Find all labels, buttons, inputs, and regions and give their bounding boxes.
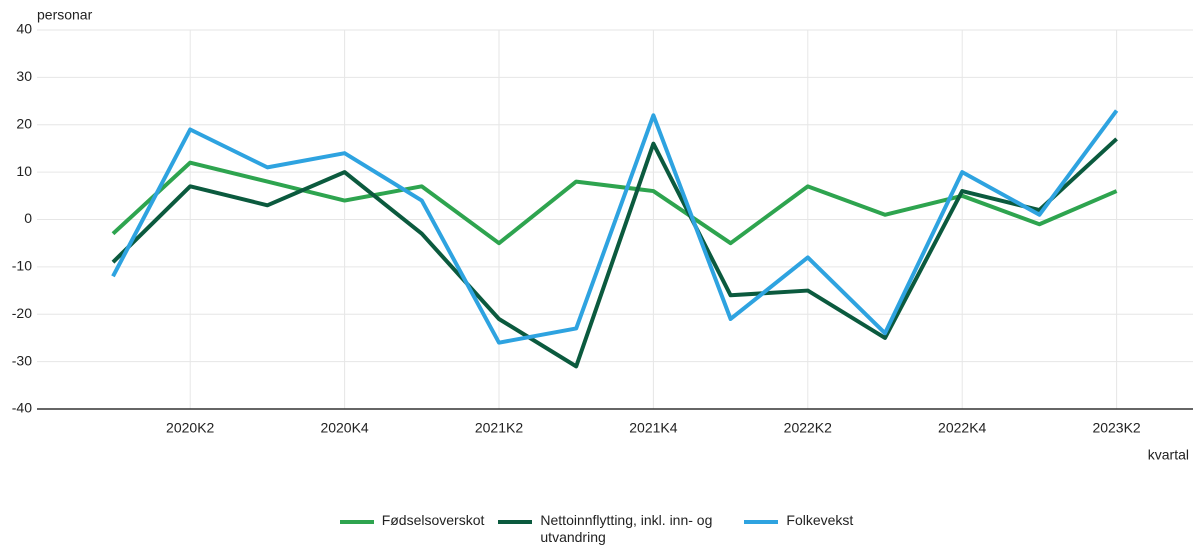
y-tick-label: -10 <box>12 258 32 274</box>
legend: Fødselsoverskot Nettoinnflytting, inkl. i… <box>0 512 1193 546</box>
x-axis-label: kvartal <box>1148 447 1189 463</box>
legend-label: Nettoinnflytting, inkl. inn- og utvandri… <box>540 512 713 545</box>
x-tick-label: 2020K2 <box>166 420 214 436</box>
y-tick-label: 40 <box>16 21 32 37</box>
y-tick-label: 30 <box>16 68 32 84</box>
y-tick-label: 20 <box>16 115 32 131</box>
legend-label: Folkevekst <box>786 512 854 528</box>
legend-swatch <box>339 520 374 524</box>
y-tick-label: -30 <box>12 352 32 368</box>
legend-label: Fødselsoverskot <box>381 512 485 528</box>
series-line <box>111 137 1118 369</box>
series-line <box>111 109 1119 345</box>
y-tick-label: -40 <box>12 400 32 416</box>
x-tick-label: 2023K2 <box>1092 420 1140 436</box>
legend-item: Nettoinnflytting, inkl. inn- og utvandri… <box>498 512 730 546</box>
x-tick-label: 2022K2 <box>784 420 832 436</box>
legend-item: Folkevekst <box>744 512 853 546</box>
y-tick-label: 0 <box>24 210 32 226</box>
x-tick-label: 2020K4 <box>320 420 368 436</box>
y-axis-label: personar <box>37 7 93 23</box>
y-tick-label: 10 <box>16 163 32 179</box>
x-tick-label: 2021K2 <box>475 420 523 436</box>
legend-swatch <box>498 520 533 524</box>
legend-swatch <box>744 520 779 524</box>
x-tick-label: 2021K4 <box>629 420 677 436</box>
x-tick-label: 2022K4 <box>938 420 986 436</box>
legend-item: Fødselsoverskot <box>339 512 485 546</box>
y-tick-label: -20 <box>12 305 32 321</box>
